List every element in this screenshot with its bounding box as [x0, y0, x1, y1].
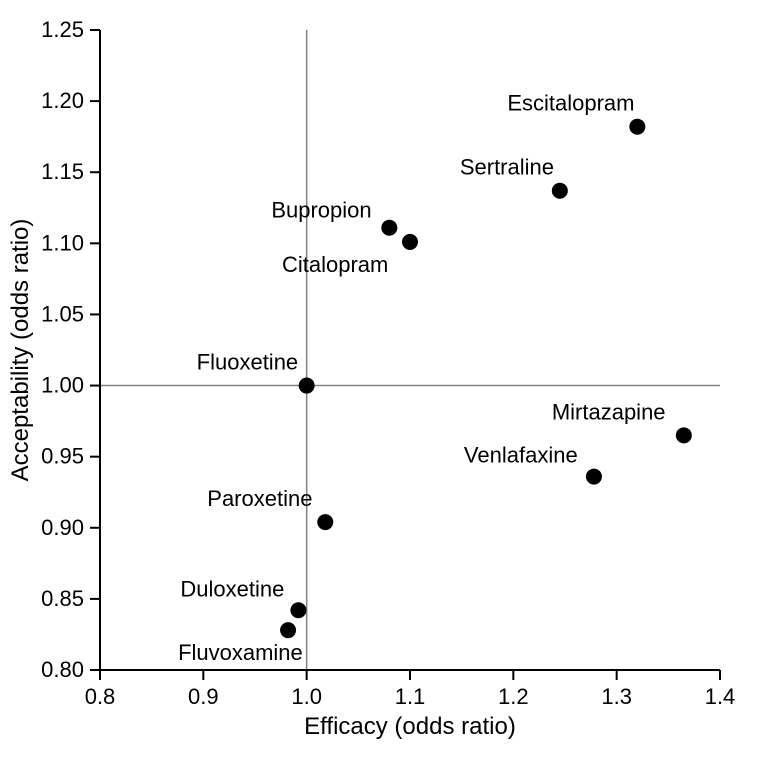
data-point-label: Fluoxetine — [197, 350, 299, 375]
x-tick-label: 1.3 — [601, 684, 632, 709]
y-tick-label: 1.15 — [41, 159, 84, 184]
data-point — [552, 183, 568, 199]
x-tick-label: 0.9 — [188, 684, 219, 709]
data-point-label: Bupropion — [271, 198, 371, 223]
data-point-label: Venlafaxine — [464, 443, 578, 468]
y-tick-label: 0.90 — [41, 515, 84, 540]
chart-background — [0, 0, 784, 760]
data-point — [586, 469, 602, 485]
data-point-label: Escitalopram — [507, 91, 634, 116]
y-tick-label: 1.00 — [41, 373, 84, 398]
data-point-label: Paroxetine — [207, 486, 312, 511]
y-tick-label: 0.85 — [41, 586, 84, 611]
data-point-label: Mirtazapine — [552, 399, 666, 424]
data-point — [299, 378, 315, 394]
x-tick-label: 1.1 — [395, 684, 426, 709]
data-point — [280, 622, 296, 638]
y-tick-label: 1.10 — [41, 230, 84, 255]
y-tick-label: 1.20 — [41, 88, 84, 113]
y-tick-label: 0.80 — [41, 657, 84, 682]
y-tick-label: 0.95 — [41, 444, 84, 469]
data-point-label: Fluvoxamine — [178, 640, 303, 665]
data-point — [402, 234, 418, 250]
data-point-label: Duloxetine — [180, 576, 284, 601]
y-tick-label: 1.25 — [41, 17, 84, 42]
y-axis-title: Acceptability (odds ratio) — [7, 219, 34, 482]
x-axis-title: Efficacy (odds ratio) — [304, 713, 516, 740]
data-point — [676, 427, 692, 443]
data-point-label: Citalopram — [282, 252, 388, 277]
x-tick-label: 0.8 — [85, 684, 116, 709]
x-tick-label: 1.2 — [498, 684, 529, 709]
data-point-label: Sertraline — [460, 155, 554, 180]
y-tick-label: 1.05 — [41, 301, 84, 326]
data-point — [317, 514, 333, 530]
data-point — [381, 220, 397, 236]
data-point — [290, 602, 306, 618]
x-tick-label: 1.4 — [705, 684, 736, 709]
scatter-chart: 0.8 0.9 1.0 1.1 1.2 1.3 1.4 0.80 0.85 0.90 0.95 1.0… — [0, 0, 784, 760]
data-point — [629, 119, 645, 135]
x-tick-label: 1.0 — [291, 684, 322, 709]
